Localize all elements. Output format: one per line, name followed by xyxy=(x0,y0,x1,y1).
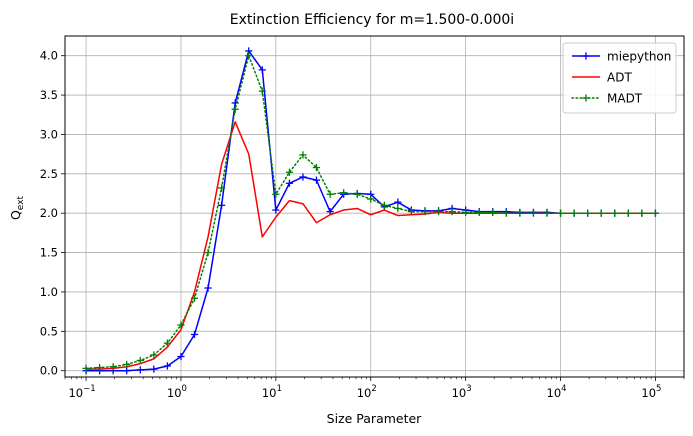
x-tick-label: 104 xyxy=(547,384,567,400)
grid xyxy=(65,36,684,377)
x-tick-label-exponent: 2 xyxy=(371,384,376,394)
y-tick-label: 0.5 xyxy=(40,324,58,338)
x-tick-label-exponent: 0 xyxy=(182,384,187,394)
x-tick-label-exponent: 5 xyxy=(656,384,661,394)
plot-area xyxy=(64,35,685,378)
y-axis-label-subscript: ext xyxy=(16,195,26,210)
y-tick-label: 2.5 xyxy=(40,167,58,181)
series-madt xyxy=(82,52,660,372)
x-tick-label: 100 xyxy=(167,384,187,400)
x-tick-label: 102 xyxy=(357,384,377,400)
x-tick-label-base: 10 xyxy=(547,386,562,400)
x-tick-label: 105 xyxy=(641,384,661,400)
x-tick-label-base: 10 xyxy=(452,386,467,400)
x-tick-label-exponent: 3 xyxy=(466,384,471,394)
chart-title: Extinction Efficiency for m=1.500-0.000i xyxy=(230,12,514,28)
x-tick-label-base: 10 xyxy=(357,386,372,400)
x-tick-label-exponent: 1 xyxy=(276,384,281,394)
y-tick-label: 3.0 xyxy=(40,127,58,141)
legend-label-madt: MADT xyxy=(607,92,643,106)
x-tick-label-exponent: −1 xyxy=(83,384,96,394)
y-tick-label: 1.5 xyxy=(40,246,58,260)
legend: miepython ADT MADT xyxy=(562,42,677,114)
x-tick-label-base: 10 xyxy=(641,386,656,400)
legend-label-miepython: miepython xyxy=(607,50,671,64)
y-tick-label: 4.0 xyxy=(40,49,58,63)
x-tick-label: 103 xyxy=(452,384,472,400)
series-layer xyxy=(82,47,660,375)
x-axis-label: Size Parameter xyxy=(327,411,423,426)
x-tick-label: 10−1 xyxy=(68,384,95,400)
legend-box xyxy=(562,42,677,114)
y-tick-label: 3.5 xyxy=(40,88,58,102)
y-axis-label: Qext xyxy=(8,195,26,220)
y-tick-label: 0.0 xyxy=(40,364,58,378)
x-tick-label-base: 10 xyxy=(167,386,182,400)
x-tick-label: 101 xyxy=(262,384,282,400)
x-tick-label-base: 10 xyxy=(262,386,277,400)
y-tick-label: 2.0 xyxy=(40,206,58,220)
legend-label-adt: ADT xyxy=(607,71,632,85)
ticks: 10−1 100 101 102 103 104 1050.00.51.01.52.02.5… xyxy=(40,49,685,400)
y-tick-label: 1.0 xyxy=(40,285,58,299)
x-tick-label-base: 10 xyxy=(68,386,83,400)
x-tick-label-exponent: 4 xyxy=(561,384,566,394)
